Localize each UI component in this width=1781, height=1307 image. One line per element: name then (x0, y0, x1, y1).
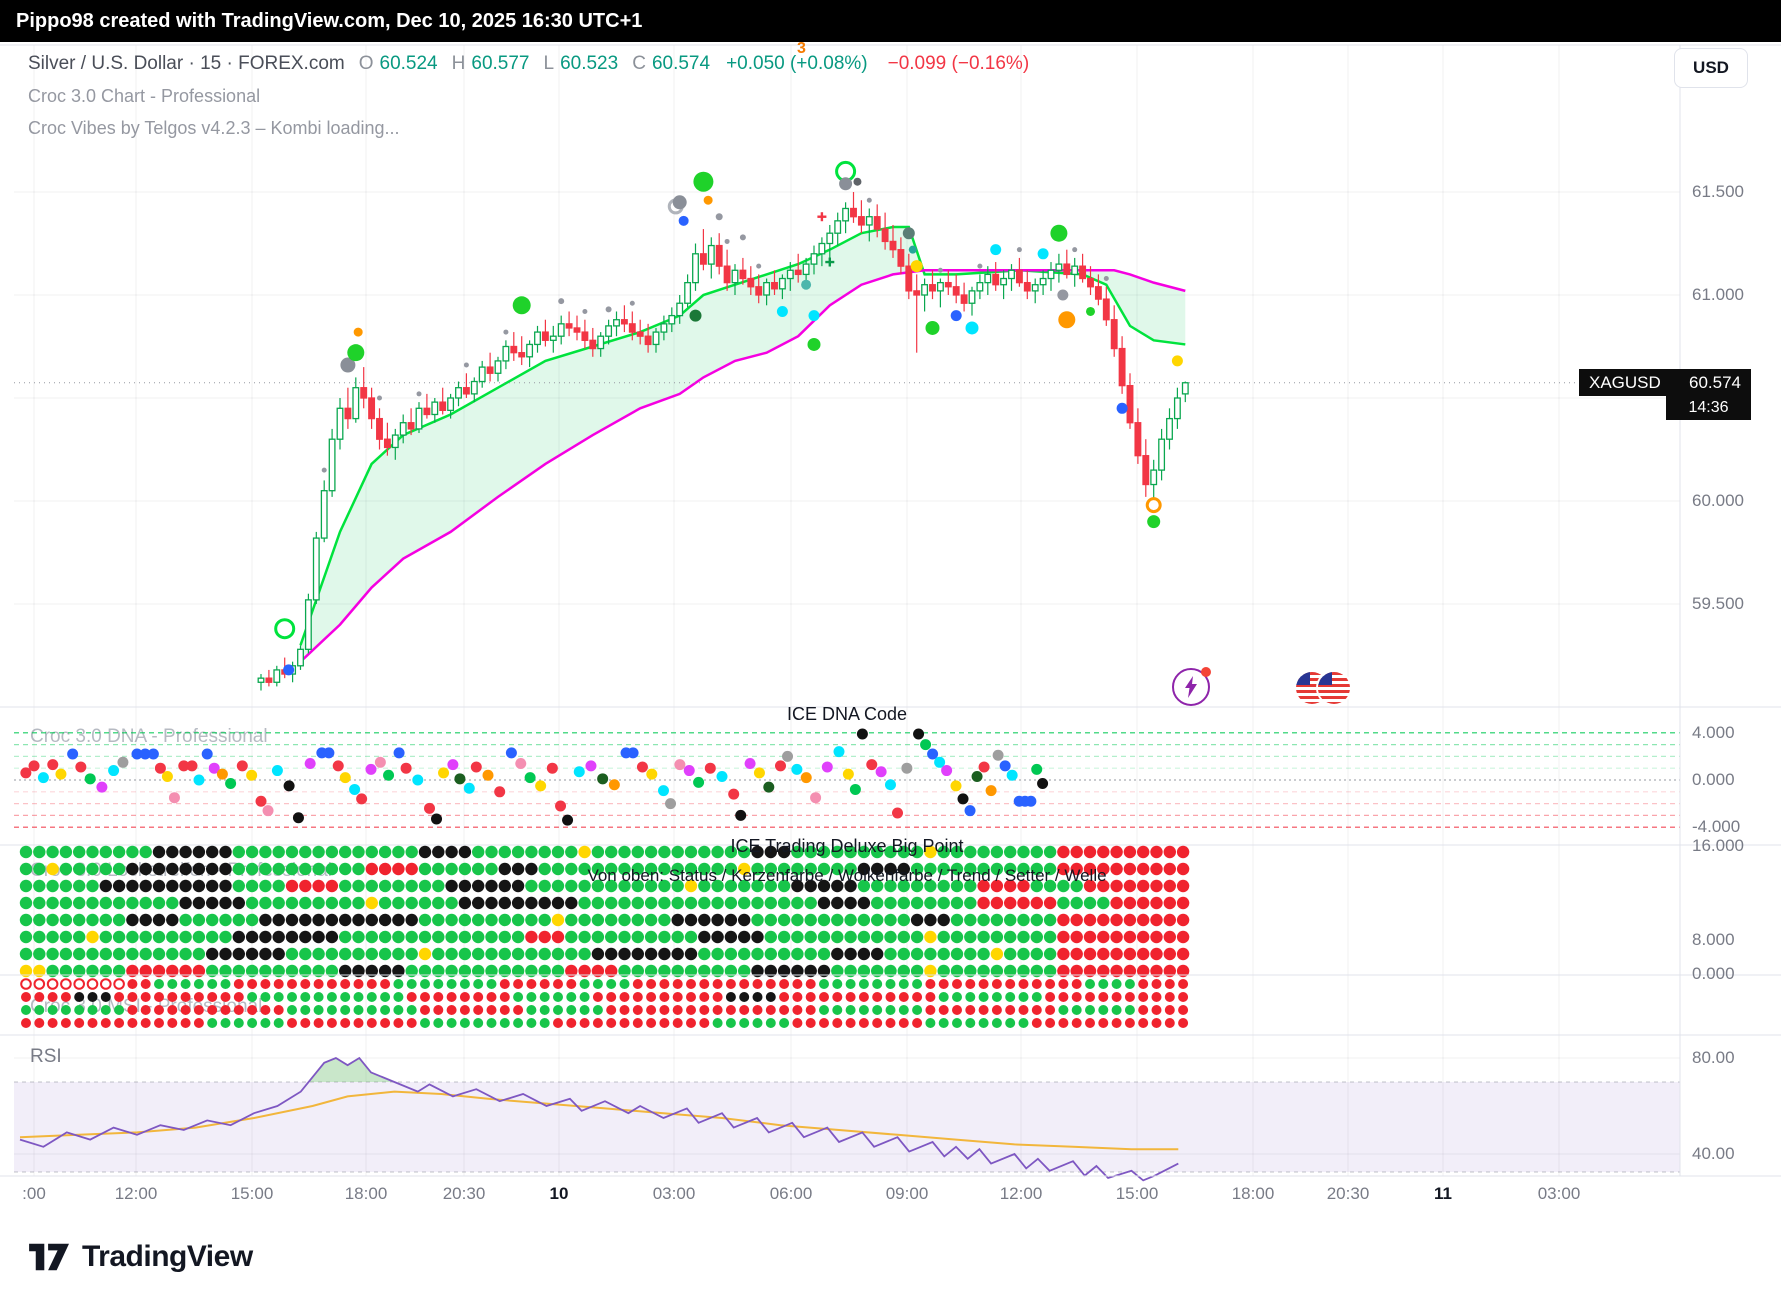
currency-toggle-button[interactable]: USD (1674, 48, 1748, 88)
rsi-panel-layer (14, 1056, 1680, 1182)
flag-canton (1318, 672, 1332, 685)
change-positive: +0.050 (+0.08%) (726, 53, 868, 74)
lochstreifen-panel-title: ICE Trading Deluxe Big Point (730, 836, 964, 856)
ohlc-low-value: 60.523 (560, 53, 619, 74)
tag-price: 60.574 (1689, 372, 1741, 392)
indicator-status-line[interactable]: Croc Vibes by Telgos v4.2.3 – Kombi load… (28, 118, 400, 138)
us-flag-icon[interactable] (1318, 672, 1350, 704)
ohlc-high-label: H (451, 53, 466, 74)
lochstreifen-panel-subtitle: Von oben: Status / Kerzenfarbe / Wolkenf… (587, 866, 1107, 885)
rsi-line-RSI (19, 1056, 1179, 1182)
notification-dot (1201, 667, 1211, 677)
lightning-bolt-icon (1185, 676, 1197, 698)
candles-layer (257, 192, 1189, 691)
ohlc-close-value: 60.574 (651, 53, 711, 74)
cloud-fill (300, 227, 1186, 662)
ohlc-open-label: O (358, 53, 374, 74)
ohlc-high-value: 60.577 (471, 53, 530, 74)
tradingview-logo-mark (29, 1243, 69, 1271)
dna-panel-title: ICE DNA Code (786, 704, 908, 724)
msi-panel-layer (20, 978, 1189, 1028)
ohlc-open-value: 60.524 (379, 53, 438, 74)
lochstreifen-panel-layer (19, 845, 1190, 978)
price-axis-tag: XAGUSD 60.574 (1579, 369, 1751, 396)
dna-indicator-label[interactable]: Croc 3.0 DNA - Professional (30, 726, 268, 747)
flag-canton (1296, 672, 1310, 685)
alert-count-badge: 3 (797, 40, 806, 57)
countdown-tag: 14:36 (1666, 396, 1751, 420)
change-negative: −0.099 (−0.16%) (887, 53, 1030, 74)
attribution-text: Pippo98 created with TradingView.com, De… (16, 9, 643, 32)
chart-subtitle[interactable]: Croc 3.0 Chart - Professional (28, 86, 261, 106)
quick-trade-icon[interactable] (1172, 667, 1211, 706)
ohlc-close-label: C (632, 53, 646, 74)
tag-symbol: XAGUSD (1589, 372, 1661, 392)
attribution-bar: Pippo98 created with TradingView.com, De… (0, 0, 1781, 42)
rsi-indicator-label[interactable]: RSI (30, 1046, 62, 1067)
signals-layer (274, 160, 1183, 676)
symbol-title[interactable]: Silver / U.S. Dollar · 15 · FOREX.com (28, 53, 345, 74)
tradingview-wordmark: TradingView (82, 1240, 253, 1273)
cloud-lower-line (299, 269, 1186, 663)
tradingview-logo[interactable]: TradingView (28, 1238, 253, 1276)
ohlc-low-label: L (543, 53, 555, 74)
dna-panel-layer (14, 728, 1680, 828)
